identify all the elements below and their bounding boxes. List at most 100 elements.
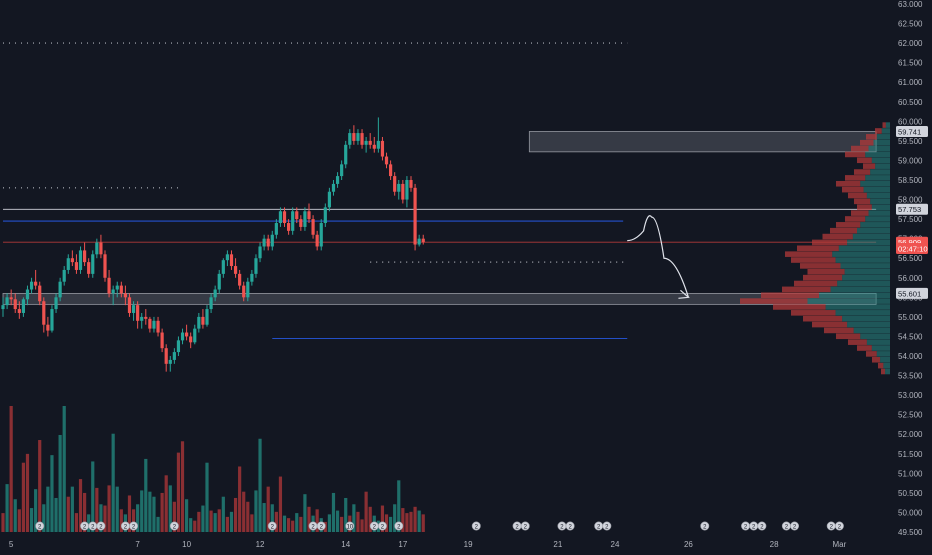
candle-body[interactable] bbox=[99, 242, 103, 255]
event-markers-layer[interactable]: 2 2 2 2 2 2 2 2 2 2 10 2 2 2 2 2 2 2 2 2 2 2 2 2 2 2 2 2 2 bbox=[35, 521, 844, 531]
candle-body[interactable] bbox=[119, 285, 123, 294]
candle-body[interactable] bbox=[1, 305, 5, 310]
candle-body[interactable] bbox=[172, 352, 176, 360]
event-marker-icon[interactable] bbox=[345, 521, 355, 531]
event-marker-icon[interactable] bbox=[394, 521, 404, 531]
event-marker-icon[interactable] bbox=[129, 521, 139, 531]
candle-body[interactable] bbox=[254, 258, 258, 274]
candle-body[interactable] bbox=[295, 211, 299, 220]
candle-body[interactable] bbox=[78, 250, 83, 270]
candle-body[interactable] bbox=[42, 301, 46, 325]
candle-body[interactable] bbox=[148, 318, 152, 329]
candle-body[interactable] bbox=[54, 297, 58, 310]
candle-body[interactable] bbox=[127, 297, 132, 313]
candle-body[interactable] bbox=[417, 238, 421, 245]
candle-body[interactable] bbox=[17, 309, 21, 313]
event-marker-icon[interactable] bbox=[790, 521, 800, 531]
price-axis[interactable]: 63.000 62.500 62.000 61.500 61.000 60.500 60.0… bbox=[898, 0, 923, 537]
candle-body[interactable] bbox=[270, 234, 274, 247]
candle-body[interactable] bbox=[205, 309, 209, 325]
candle-body[interactable] bbox=[393, 176, 397, 192]
candle-body[interactable] bbox=[168, 359, 172, 364]
candle-body[interactable] bbox=[91, 254, 95, 274]
candle-body[interactable] bbox=[307, 211, 311, 220]
candle-body[interactable] bbox=[21, 299, 25, 313]
candle-body[interactable] bbox=[376, 140, 380, 149]
candle-body[interactable] bbox=[189, 336, 193, 343]
candle-body[interactable] bbox=[246, 281, 250, 298]
candle-body[interactable] bbox=[356, 133, 360, 141]
event-marker-icon[interactable] bbox=[565, 521, 575, 531]
candle-body[interactable] bbox=[144, 316, 148, 319]
candle-body[interactable] bbox=[107, 277, 111, 294]
candle-body[interactable] bbox=[74, 262, 79, 270]
candle-body[interactable] bbox=[9, 297, 13, 300]
candle-body[interactable] bbox=[103, 254, 107, 278]
candle-body[interactable] bbox=[389, 164, 393, 177]
candle-body[interactable] bbox=[401, 183, 405, 200]
candle-body[interactable] bbox=[115, 285, 119, 290]
candle-body[interactable] bbox=[221, 260, 225, 274]
candle-body[interactable] bbox=[34, 281, 38, 286]
candle-body[interactable] bbox=[344, 144, 348, 165]
candle-body[interactable] bbox=[185, 332, 189, 337]
candle-body[interactable] bbox=[233, 266, 238, 274]
candle-body[interactable] bbox=[62, 269, 66, 282]
candle-body[interactable] bbox=[156, 320, 160, 333]
candle-body[interactable] bbox=[193, 328, 197, 343]
candle-body[interactable] bbox=[315, 234, 319, 247]
candle-body[interactable] bbox=[348, 133, 352, 145]
candle-body[interactable] bbox=[38, 285, 42, 302]
candle-body[interactable] bbox=[409, 180, 413, 188]
candle-body[interactable] bbox=[13, 299, 17, 310]
event-marker-icon[interactable] bbox=[602, 521, 612, 531]
event-marker-icon[interactable] bbox=[520, 521, 530, 531]
candle-body[interactable] bbox=[180, 332, 185, 341]
candle-body[interactable] bbox=[164, 348, 168, 364]
candle-body[interactable] bbox=[70, 258, 74, 263]
event-marker-icon[interactable] bbox=[35, 521, 45, 531]
candle-body[interactable] bbox=[140, 316, 144, 321]
candle-body[interactable] bbox=[258, 246, 262, 259]
candle-body[interactable] bbox=[335, 176, 340, 184]
candle-body[interactable] bbox=[384, 156, 389, 165]
candle-body[interactable] bbox=[213, 289, 217, 298]
candle-body[interactable] bbox=[83, 250, 87, 263]
candle-body[interactable] bbox=[340, 164, 344, 177]
candle-body[interactable] bbox=[278, 211, 283, 224]
candle-body[interactable] bbox=[311, 219, 315, 235]
candle-body[interactable] bbox=[217, 273, 221, 290]
candle-body[interactable] bbox=[197, 316, 201, 329]
candle-body[interactable] bbox=[238, 273, 242, 286]
event-marker-icon[interactable] bbox=[96, 521, 106, 531]
event-marker-icon[interactable] bbox=[377, 521, 387, 531]
candle-body[interactable] bbox=[360, 133, 364, 145]
candle-body[interactable] bbox=[250, 273, 254, 282]
candle-body[interactable] bbox=[364, 140, 368, 145]
candle-body[interactable] bbox=[111, 289, 115, 294]
candle-body[interactable] bbox=[50, 309, 54, 331]
candle-body[interactable] bbox=[380, 140, 385, 157]
candle-body[interactable] bbox=[421, 238, 425, 243]
candle-body[interactable] bbox=[152, 320, 156, 329]
candle-body[interactable] bbox=[87, 262, 91, 274]
event-marker-icon[interactable] bbox=[757, 521, 767, 531]
candle-body[interactable] bbox=[209, 297, 213, 310]
candle-body[interactable] bbox=[266, 238, 270, 247]
time-axis[interactable]: 5 7 10 12 14 17 19 21 24 26 28 Mar bbox=[9, 540, 847, 549]
candle-body[interactable] bbox=[29, 281, 34, 290]
candle-body[interactable] bbox=[319, 223, 323, 247]
candle-body[interactable] bbox=[291, 211, 295, 231]
candle-body[interactable] bbox=[25, 289, 30, 300]
event-marker-icon[interactable] bbox=[316, 521, 326, 531]
candle-body[interactable] bbox=[327, 191, 331, 208]
candle-body[interactable] bbox=[160, 332, 164, 349]
candle-body[interactable] bbox=[46, 324, 50, 331]
candle-body[interactable] bbox=[299, 219, 303, 227]
candle-body[interactable] bbox=[225, 254, 229, 261]
candles-layer[interactable] bbox=[1, 117, 425, 372]
event-marker-icon[interactable] bbox=[169, 521, 179, 531]
candle-body[interactable] bbox=[413, 187, 417, 245]
